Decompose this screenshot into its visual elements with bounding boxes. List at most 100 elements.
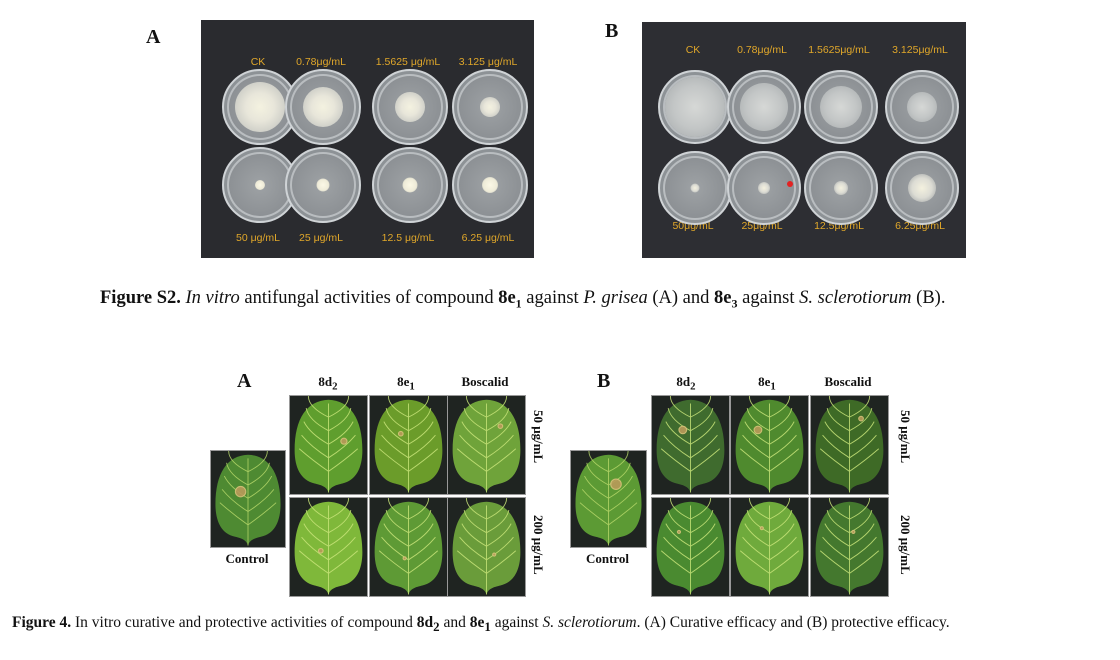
compound-8e3: 8e3 (714, 288, 738, 311)
column-header: 8d2 (676, 374, 695, 393)
column-subscript: 1 (409, 380, 415, 393)
column-header: 8d2 (318, 374, 337, 393)
treated-leaf-image (730, 497, 809, 597)
caption-text: (B). (911, 288, 946, 308)
control-leaf-image (210, 450, 286, 548)
figure-s2-caption: Figure S2. In vitro antifungal activitie… (100, 282, 1000, 320)
caption-text: and (439, 614, 470, 631)
control-label: Control (225, 551, 269, 566)
fungal-colony (665, 77, 725, 137)
petri-dish (372, 69, 448, 145)
concentration-label: 50 μg/mL (236, 232, 280, 244)
fungal-colony (235, 82, 285, 132)
treated-leaf-image (651, 395, 730, 495)
petri-dish (804, 151, 878, 225)
fungal-colony (255, 180, 265, 190)
caption-text: against (737, 288, 800, 308)
treated-leaf-image (447, 395, 526, 495)
fungal-colony (395, 92, 425, 122)
treated-leaf-image (289, 497, 368, 597)
concentration-label: 12.5 μg/mL (381, 232, 435, 244)
compound-8e1: 8e1 (469, 614, 491, 635)
column-header: 8e1 (397, 374, 415, 393)
petri-dish (372, 147, 448, 223)
treated-leaf-image (447, 497, 526, 597)
caption-italic: In vitro (185, 288, 240, 308)
petri-dish (452, 147, 528, 223)
petri-dish (285, 147, 361, 223)
row-label: 50 μg/mL (898, 410, 913, 464)
column-subscript: 2 (690, 380, 696, 393)
treated-leaf-image (810, 395, 889, 495)
treated-leaf-image (730, 395, 809, 495)
concentration-label: CK (685, 44, 701, 56)
row-label: 200 μg/mL (531, 515, 546, 575)
column-subscript: 2 (332, 380, 338, 393)
concentration-label: CK (250, 56, 266, 68)
caption-text: against (521, 288, 584, 308)
petri-dish (658, 70, 732, 144)
treated-leaf-image (289, 395, 368, 495)
treated-leaf-image (369, 497, 448, 597)
column-name: Boscalid (461, 374, 509, 389)
column-header: Boscalid (462, 374, 509, 393)
organism-name: P. grisea (583, 288, 648, 308)
petri-dish (727, 151, 801, 225)
concentration-label: 0.78μg/mL (737, 44, 787, 56)
s2-panel-b-image: CK 0.78μg/mL 1.5625μg/mL 3.125μg/mL 50μg/mL 2… (642, 22, 966, 258)
fungal-colony (740, 83, 788, 131)
row-label: 200 μg/mL (898, 515, 913, 575)
organism-name: S. sclerotiorum (799, 288, 912, 308)
concentration-label: 25 μg/mL (299, 232, 343, 244)
compound-8d2: 8d2 (416, 614, 440, 635)
control-leaf-image (570, 450, 647, 548)
fungal-colony (480, 97, 500, 117)
treated-leaf-image (651, 497, 730, 597)
concentration-label: 3.125μg/mL (892, 44, 948, 56)
column-name: 8d (318, 374, 333, 389)
caption-prefix: Figure S2. (100, 288, 181, 308)
figure-4-caption: Figure 4. In vitro curative and protecti… (12, 612, 1106, 637)
column-name: Boscalid (824, 374, 872, 389)
concentration-label: 0.78μg/mL (296, 56, 346, 68)
treated-leaf-image (369, 395, 448, 495)
petri-dish (804, 70, 878, 144)
petri-dish (885, 151, 959, 225)
column-header: 8e1 (758, 374, 776, 393)
caption-prefix: Figure 4. (12, 614, 72, 631)
column-name: 8d (676, 374, 691, 389)
caption-text: In vitro curative and protective activit… (71, 614, 417, 631)
petri-dish (885, 70, 959, 144)
fungal-colony (482, 177, 498, 193)
column-name: 8e (758, 374, 771, 389)
fig4-panel-a-label: A (237, 370, 252, 392)
petri-dish (727, 70, 801, 144)
control-label: Control (585, 551, 630, 566)
column-header: Boscalid (825, 374, 872, 393)
caption-text: (A) and (647, 288, 715, 308)
s2-panel-a-image: CK 0.78μg/mL 1.5625 μg/mL 3.125 μg/mL 50 μg/… (201, 20, 534, 258)
fig4-panel-b-label: B (597, 370, 611, 392)
treated-leaf-image (810, 497, 889, 597)
concentration-label: 1.5625 μg/mL (375, 56, 441, 68)
column-subscript: 1 (770, 380, 776, 393)
fungal-colony (820, 86, 862, 128)
organism-name: S. sclerotiorum (542, 614, 637, 631)
fungal-colony (316, 178, 330, 192)
caption-text: against (490, 614, 543, 631)
s2-panel-a-label: A (146, 26, 161, 48)
concentration-label: 3.125 μg/mL (458, 56, 518, 68)
row-label: 50 μg/mL (531, 410, 546, 464)
compound-8e1: 8e1 (498, 288, 522, 311)
concentration-label: 6.25 μg/mL (461, 232, 515, 244)
petri-dish (285, 69, 361, 145)
red-marker (787, 181, 793, 187)
column-name: 8e (397, 374, 410, 389)
s2-panel-b-label: B (605, 20, 619, 42)
fungal-colony (908, 174, 936, 202)
fungal-colony (690, 183, 700, 193)
fungal-colony (834, 181, 848, 195)
petri-dish (452, 69, 528, 145)
caption-text: . (A) Curative efficacy and (B) protecti… (636, 614, 950, 631)
